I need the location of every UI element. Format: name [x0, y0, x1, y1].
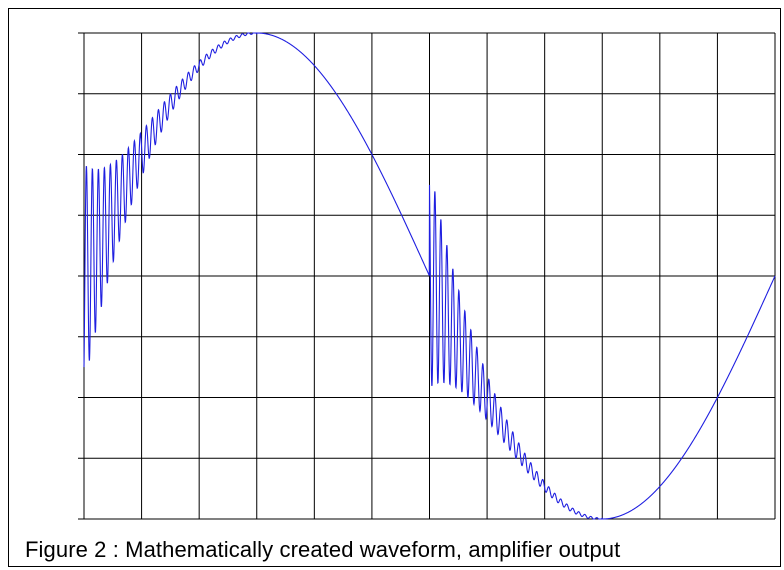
grid — [78, 32, 776, 520]
figure-caption: Figure 2 : Mathematically created wavefo… — [25, 537, 621, 562]
waveform-trace — [83, 32, 776, 520]
figure-frame: Figure 2 : Mathematically created wavefo… — [8, 8, 781, 567]
waveform-plot — [78, 32, 776, 520]
